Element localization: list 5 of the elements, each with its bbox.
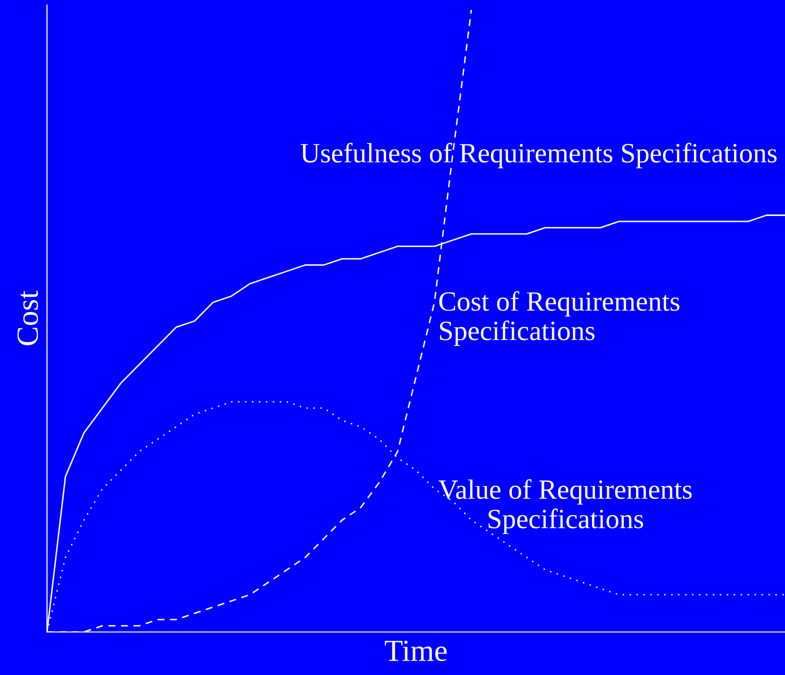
y-axis-title: Cost xyxy=(17,290,38,346)
x-axis-title: Time xyxy=(384,640,447,662)
series-label: Value of Requirements Specifications xyxy=(438,479,692,534)
series-label: Usefulness of Requirements Specifications xyxy=(300,142,777,168)
series-label: Cost of Requirements Specifications xyxy=(439,291,680,346)
